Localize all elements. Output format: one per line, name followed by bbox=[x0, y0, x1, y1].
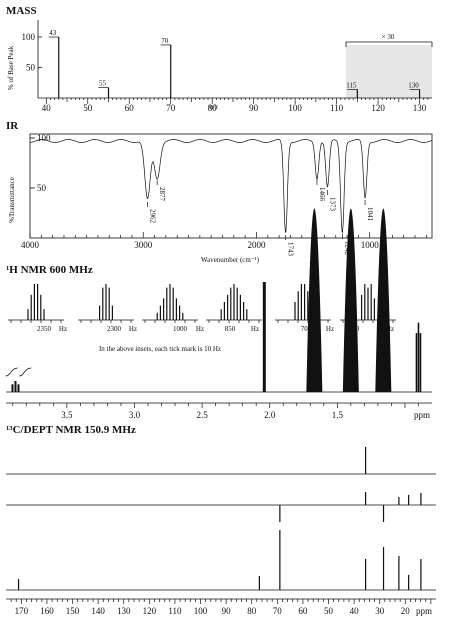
hnmr-inset-label: 850 bbox=[225, 325, 236, 333]
c13-x-tick-label: 160 bbox=[40, 606, 54, 616]
ir-trace bbox=[30, 139, 433, 234]
c13-x-tick-label: 100 bbox=[194, 606, 208, 616]
mass-x-tick-label: 120 bbox=[371, 103, 385, 113]
ir-peak-label: 2962 bbox=[149, 209, 157, 224]
hnmr-spectrum-panel: In the above insets, each tick mark is 1… bbox=[5, 208, 432, 420]
c13-x-tick-label: 130 bbox=[117, 606, 131, 616]
c13-x-tick-label: 30 bbox=[375, 606, 385, 616]
hnmr-inset-label: Hz bbox=[129, 325, 137, 333]
ir-x-axis-label: Wavenumber (cm⁻¹) bbox=[201, 256, 260, 264]
hnmr-inset-label: 1000 bbox=[173, 325, 188, 333]
hnmr-peak bbox=[417, 322, 420, 392]
ir-x-tick-label: 2000 bbox=[247, 240, 266, 250]
hnmr-peak bbox=[17, 384, 20, 392]
c13-x-tick-label: 80 bbox=[247, 606, 257, 616]
c13-x-tick-label: 70 bbox=[273, 606, 283, 616]
hnmr-section-title: ¹H NMR 600 MHz bbox=[6, 264, 93, 276]
cnmr-spectrum-panel: 170 160 150 140 130 120 110 100 90 80 70 60 50 40 30 20… bbox=[6, 447, 436, 616]
mass-peak-label: 115 bbox=[346, 81, 357, 89]
mass-section-title: MASS bbox=[6, 5, 37, 17]
cnmr-section-title: ¹³C/DEPT NMR 150.9 MHz bbox=[6, 424, 136, 436]
hnmr-inset-note: In the above insets, each tick mark is 1… bbox=[99, 345, 221, 353]
hnmr-peak bbox=[11, 384, 14, 392]
mass-x-tick-label: 110 bbox=[330, 103, 344, 113]
mass-x-tick-label: 50 bbox=[83, 103, 93, 113]
mass-peak-label: 43 bbox=[49, 29, 57, 37]
mass-x-tick-label: 80 bbox=[208, 103, 218, 113]
hnmr-x-tick-label: 3.0 bbox=[129, 410, 141, 420]
mass-x-tick-label: 70 bbox=[166, 103, 176, 113]
ir-peak-label: 2877 bbox=[158, 187, 166, 202]
hnmr-inset-label: Hz bbox=[251, 325, 259, 333]
hnmr-integral-curve bbox=[5, 367, 18, 377]
hnmr-integral-curve bbox=[376, 367, 389, 377]
hnmr-peak bbox=[419, 333, 422, 392]
hnmr-inset-label: Hz bbox=[386, 325, 394, 333]
hnmr-inset-label: Hz bbox=[326, 325, 334, 333]
mass-y-tick-label: 50 bbox=[26, 63, 36, 73]
hnmr-x-tick-label: 2.5 bbox=[196, 410, 208, 420]
c13-x-tick-label: 140 bbox=[91, 606, 105, 616]
c13-x-tick-label: 170 bbox=[15, 606, 29, 616]
hnmr-peak bbox=[14, 381, 17, 392]
mass-peak-label: 130 bbox=[408, 81, 419, 89]
hnmr-inset-label: Hz bbox=[196, 325, 204, 333]
hnmr-integral-curve bbox=[19, 367, 32, 377]
hnmr-peak bbox=[262, 282, 266, 392]
mass-x-tick-label: 40 bbox=[42, 103, 52, 113]
mass-x-tick-label: 60 bbox=[125, 103, 135, 113]
mass-x-tick-label: 100 bbox=[288, 103, 302, 113]
hnmr-inset-label: 700 bbox=[301, 325, 312, 333]
hnmr-inset-label: 2300 bbox=[107, 325, 122, 333]
hnmr-inset-label: Hz bbox=[59, 325, 67, 333]
mass-x-tick-label: 90 bbox=[249, 103, 259, 113]
hnmr-peak bbox=[375, 208, 392, 392]
c13-x-tick-label: 150 bbox=[66, 606, 80, 616]
c13-x-tick-label: ppm bbox=[416, 606, 432, 616]
mass-zoom-label: × 30 bbox=[382, 33, 395, 41]
ir-y-tick-label: 50 bbox=[37, 183, 47, 193]
hnmr-integral-curve bbox=[307, 367, 320, 377]
c13-x-tick-label: 120 bbox=[143, 606, 157, 616]
ir-x-tick-label: 3000 bbox=[134, 240, 153, 250]
mass-peak-label: 55 bbox=[99, 80, 107, 88]
mass-x-axis-label: m/z bbox=[208, 103, 218, 111]
mass-peak-label: 70 bbox=[161, 37, 169, 45]
mass-y-axis-label: % of Base Peak bbox=[7, 45, 15, 90]
hnmr-peak bbox=[415, 333, 418, 392]
ir-peak-label: 1373 bbox=[328, 197, 336, 212]
ir-y-axis-label: %Transmittance bbox=[8, 177, 16, 223]
mass-y-tick-label: 100 bbox=[22, 32, 36, 42]
c13-x-tick-label: 90 bbox=[222, 606, 232, 616]
hnmr-integral-curve bbox=[343, 367, 356, 377]
ir-spectrum-panel: %Transmittance Wavenumber (cm⁻¹) 100 50 40… bbox=[8, 133, 433, 264]
hnmr-x-tick-label: 1.5 bbox=[332, 410, 344, 420]
ir-peak-label: 1743 bbox=[287, 242, 295, 257]
ir-peak-label: 1041 bbox=[366, 207, 374, 222]
hnmr-x-tick-label: 2.0 bbox=[264, 410, 276, 420]
ir-peak-label: 1466 bbox=[318, 187, 326, 202]
hnmr-inset-label: 2350 bbox=[37, 325, 52, 333]
hnmr-peak bbox=[342, 208, 359, 392]
ir-y-tick-label: 100 bbox=[37, 133, 51, 143]
mass-x-tick-label: 130 bbox=[413, 103, 427, 113]
ir-plot-frame bbox=[29, 133, 433, 239]
c13-x-tick-label: 110 bbox=[168, 606, 182, 616]
c13-x-tick-label: 60 bbox=[298, 606, 308, 616]
ir-x-tick-label: 1000 bbox=[361, 240, 380, 250]
c13-x-tick-label: 40 bbox=[350, 606, 360, 616]
c13-x-tick-label: 20 bbox=[401, 606, 411, 616]
ir-x-tick-label: 4000 bbox=[21, 240, 40, 250]
c13-x-tick-label: 50 bbox=[324, 606, 334, 616]
ir-section-title: IR bbox=[6, 120, 19, 132]
hnmr-x-tick-label: ppm bbox=[414, 410, 430, 420]
mass-spectrum-panel: × 30 % of Base Peak m/z 100 50 40 50 60 70 80 9… bbox=[7, 20, 433, 113]
hnmr-peak bbox=[306, 208, 323, 392]
hnmr-x-tick-label: 3.5 bbox=[61, 410, 73, 420]
